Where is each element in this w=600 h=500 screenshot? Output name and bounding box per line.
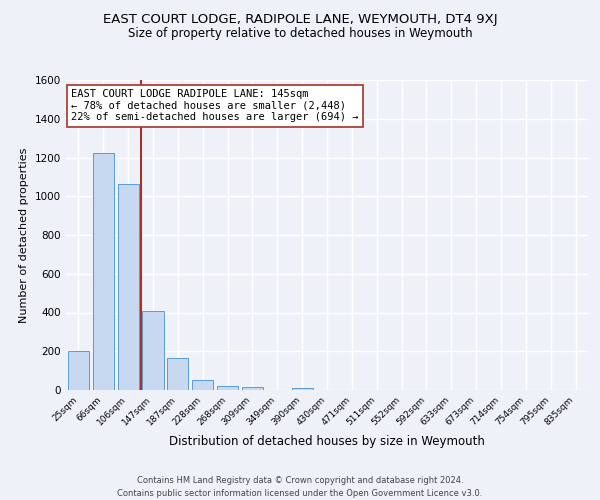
Bar [292,388,313,390]
Bar [68,351,89,390]
Bar [217,386,238,390]
Y-axis label: Number of detached properties: Number of detached properties [19,148,29,322]
Text: Contains HM Land Registry data © Crown copyright and database right 2024.
Contai: Contains HM Land Registry data © Crown c… [118,476,482,498]
Bar [118,184,139,390]
Text: Size of property relative to detached houses in Weymouth: Size of property relative to detached ho… [128,28,472,40]
X-axis label: Distribution of detached houses by size in Weymouth: Distribution of detached houses by size … [169,436,485,448]
Bar [242,388,263,390]
Bar [192,380,213,390]
Text: EAST COURT LODGE, RADIPOLE LANE, WEYMOUTH, DT4 9XJ: EAST COURT LODGE, RADIPOLE LANE, WEYMOUT… [103,12,497,26]
Bar [167,358,188,390]
Text: EAST COURT LODGE RADIPOLE LANE: 145sqm
← 78% of detached houses are smaller (2,4: EAST COURT LODGE RADIPOLE LANE: 145sqm ←… [71,90,359,122]
Bar [142,310,164,390]
Bar [93,152,114,390]
